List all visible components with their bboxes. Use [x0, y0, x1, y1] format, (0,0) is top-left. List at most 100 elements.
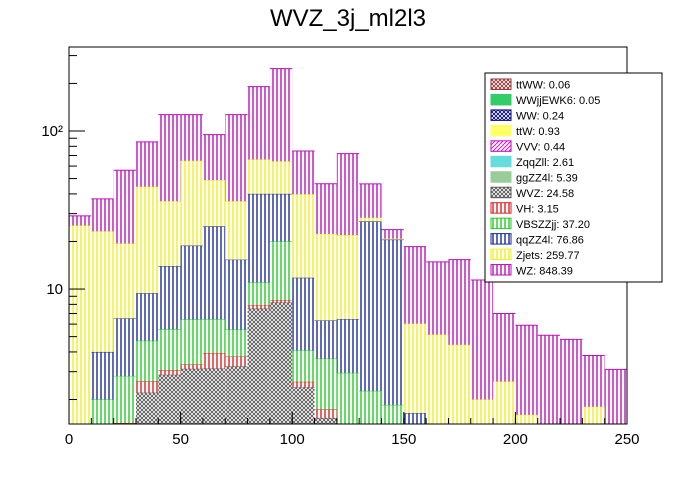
bar-segment — [336, 319, 360, 373]
bar-segment — [448, 259, 471, 345]
x-tick-label: 250 — [614, 431, 639, 448]
bar-segment — [113, 170, 136, 244]
bar-segment — [269, 161, 293, 194]
x-tick-label: 200 — [503, 431, 528, 448]
bars — [69, 68, 627, 424]
bar-segment — [403, 323, 427, 414]
bar-segment — [225, 259, 248, 330]
bar-segment — [359, 390, 382, 424]
bar-segment — [292, 387, 315, 424]
bar-segment — [403, 246, 427, 324]
legend-label: ttW: 0.93 — [516, 126, 560, 138]
bar-segment — [470, 280, 494, 400]
legend-swatch — [490, 202, 512, 214]
bar-segment — [537, 335, 561, 424]
legend-label: VH: 3.15 — [516, 203, 559, 215]
legend-label: WWjjEWK6: 0.05 — [516, 95, 600, 107]
bar-segment — [381, 229, 404, 239]
bar-segment — [314, 417, 337, 424]
bar-segment — [158, 201, 181, 267]
legend-swatch — [490, 248, 512, 261]
bar-segment — [314, 183, 337, 234]
bar-segment — [180, 368, 203, 424]
bar-segment — [158, 370, 181, 375]
bar-segment — [336, 235, 360, 320]
bar-segment — [135, 186, 159, 294]
x-tick-label: 0 — [65, 431, 73, 448]
bar-segment — [91, 351, 114, 400]
bar-segment — [381, 239, 404, 405]
bar-segment — [135, 293, 159, 341]
bar-segment — [225, 201, 248, 260]
legend-label: VVV: 0.44 — [516, 142, 565, 154]
bar-segment — [91, 399, 114, 424]
bar-segment — [91, 198, 114, 232]
bar-segment — [426, 261, 449, 335]
legend-swatch — [490, 78, 512, 90]
bar-segment — [247, 86, 270, 160]
bar-segment — [69, 215, 92, 226]
bar-segment — [247, 193, 270, 283]
legend-label: WW: 0.24 — [516, 111, 564, 123]
bar-segment — [225, 366, 248, 424]
legend-swatch — [490, 140, 512, 152]
legend-swatch — [490, 264, 512, 276]
bar-segment — [202, 180, 226, 227]
bar-segment — [448, 344, 471, 424]
bar-segment — [426, 334, 449, 424]
bar-segment — [113, 318, 136, 376]
y-tick-label: 10 — [46, 281, 63, 298]
legend-swatch — [490, 186, 512, 199]
legend-swatch — [490, 93, 512, 106]
bar-segment — [69, 225, 92, 424]
bar-segment — [135, 381, 159, 393]
bar-segment — [269, 68, 293, 162]
legend-label: WZ: 848.39 — [516, 265, 573, 277]
bar-segment — [314, 409, 337, 418]
bar-segment — [225, 329, 248, 357]
bar-segment — [269, 193, 293, 242]
bar-segment — [560, 339, 583, 424]
bar-segment — [470, 399, 494, 424]
bar-segment — [158, 374, 181, 424]
legend-label: WVZ: 24.58 — [516, 188, 574, 200]
bar-segment — [359, 217, 382, 222]
bar-segment — [247, 282, 270, 306]
y-tick-label: 10² — [41, 123, 63, 140]
bar-segment — [247, 308, 270, 424]
bar-segment — [493, 313, 516, 382]
legend-label: ttWW: 0.06 — [516, 80, 570, 92]
bar-segment — [180, 114, 203, 161]
bar-segment — [314, 320, 337, 359]
bar-segment — [202, 134, 226, 181]
bar-segment — [336, 372, 360, 424]
bar-segment — [269, 302, 293, 424]
bar-segment — [314, 358, 337, 410]
legend-swatch — [490, 217, 512, 230]
legend-label: ggZZ4l: 5.39 — [516, 173, 578, 185]
bar-segment — [292, 277, 315, 351]
legend-swatch — [490, 124, 512, 137]
bar-segment — [135, 141, 159, 187]
bar-segment — [91, 231, 114, 352]
legend-swatch — [490, 155, 512, 168]
bar-segment — [180, 160, 203, 246]
bar-segment — [202, 352, 226, 369]
bar-segment — [225, 356, 248, 367]
bar-segment — [292, 194, 315, 278]
chart-title: WVZ_3j_ml2l3 — [270, 5, 426, 32]
bar-segment — [158, 114, 181, 202]
bar-segment — [582, 355, 605, 407]
bar-segment — [158, 329, 181, 371]
bar-segment — [135, 340, 159, 382]
bar-segment — [202, 319, 226, 353]
bar-segment — [202, 368, 226, 424]
legend-swatch — [490, 109, 512, 121]
legend-label: qqZZ4l: 76.86 — [516, 234, 584, 246]
bar-segment — [336, 153, 360, 236]
legend-swatch — [490, 171, 512, 183]
bar-segment — [359, 183, 382, 218]
legend-box — [484, 72, 663, 283]
bar-segment — [135, 392, 159, 424]
